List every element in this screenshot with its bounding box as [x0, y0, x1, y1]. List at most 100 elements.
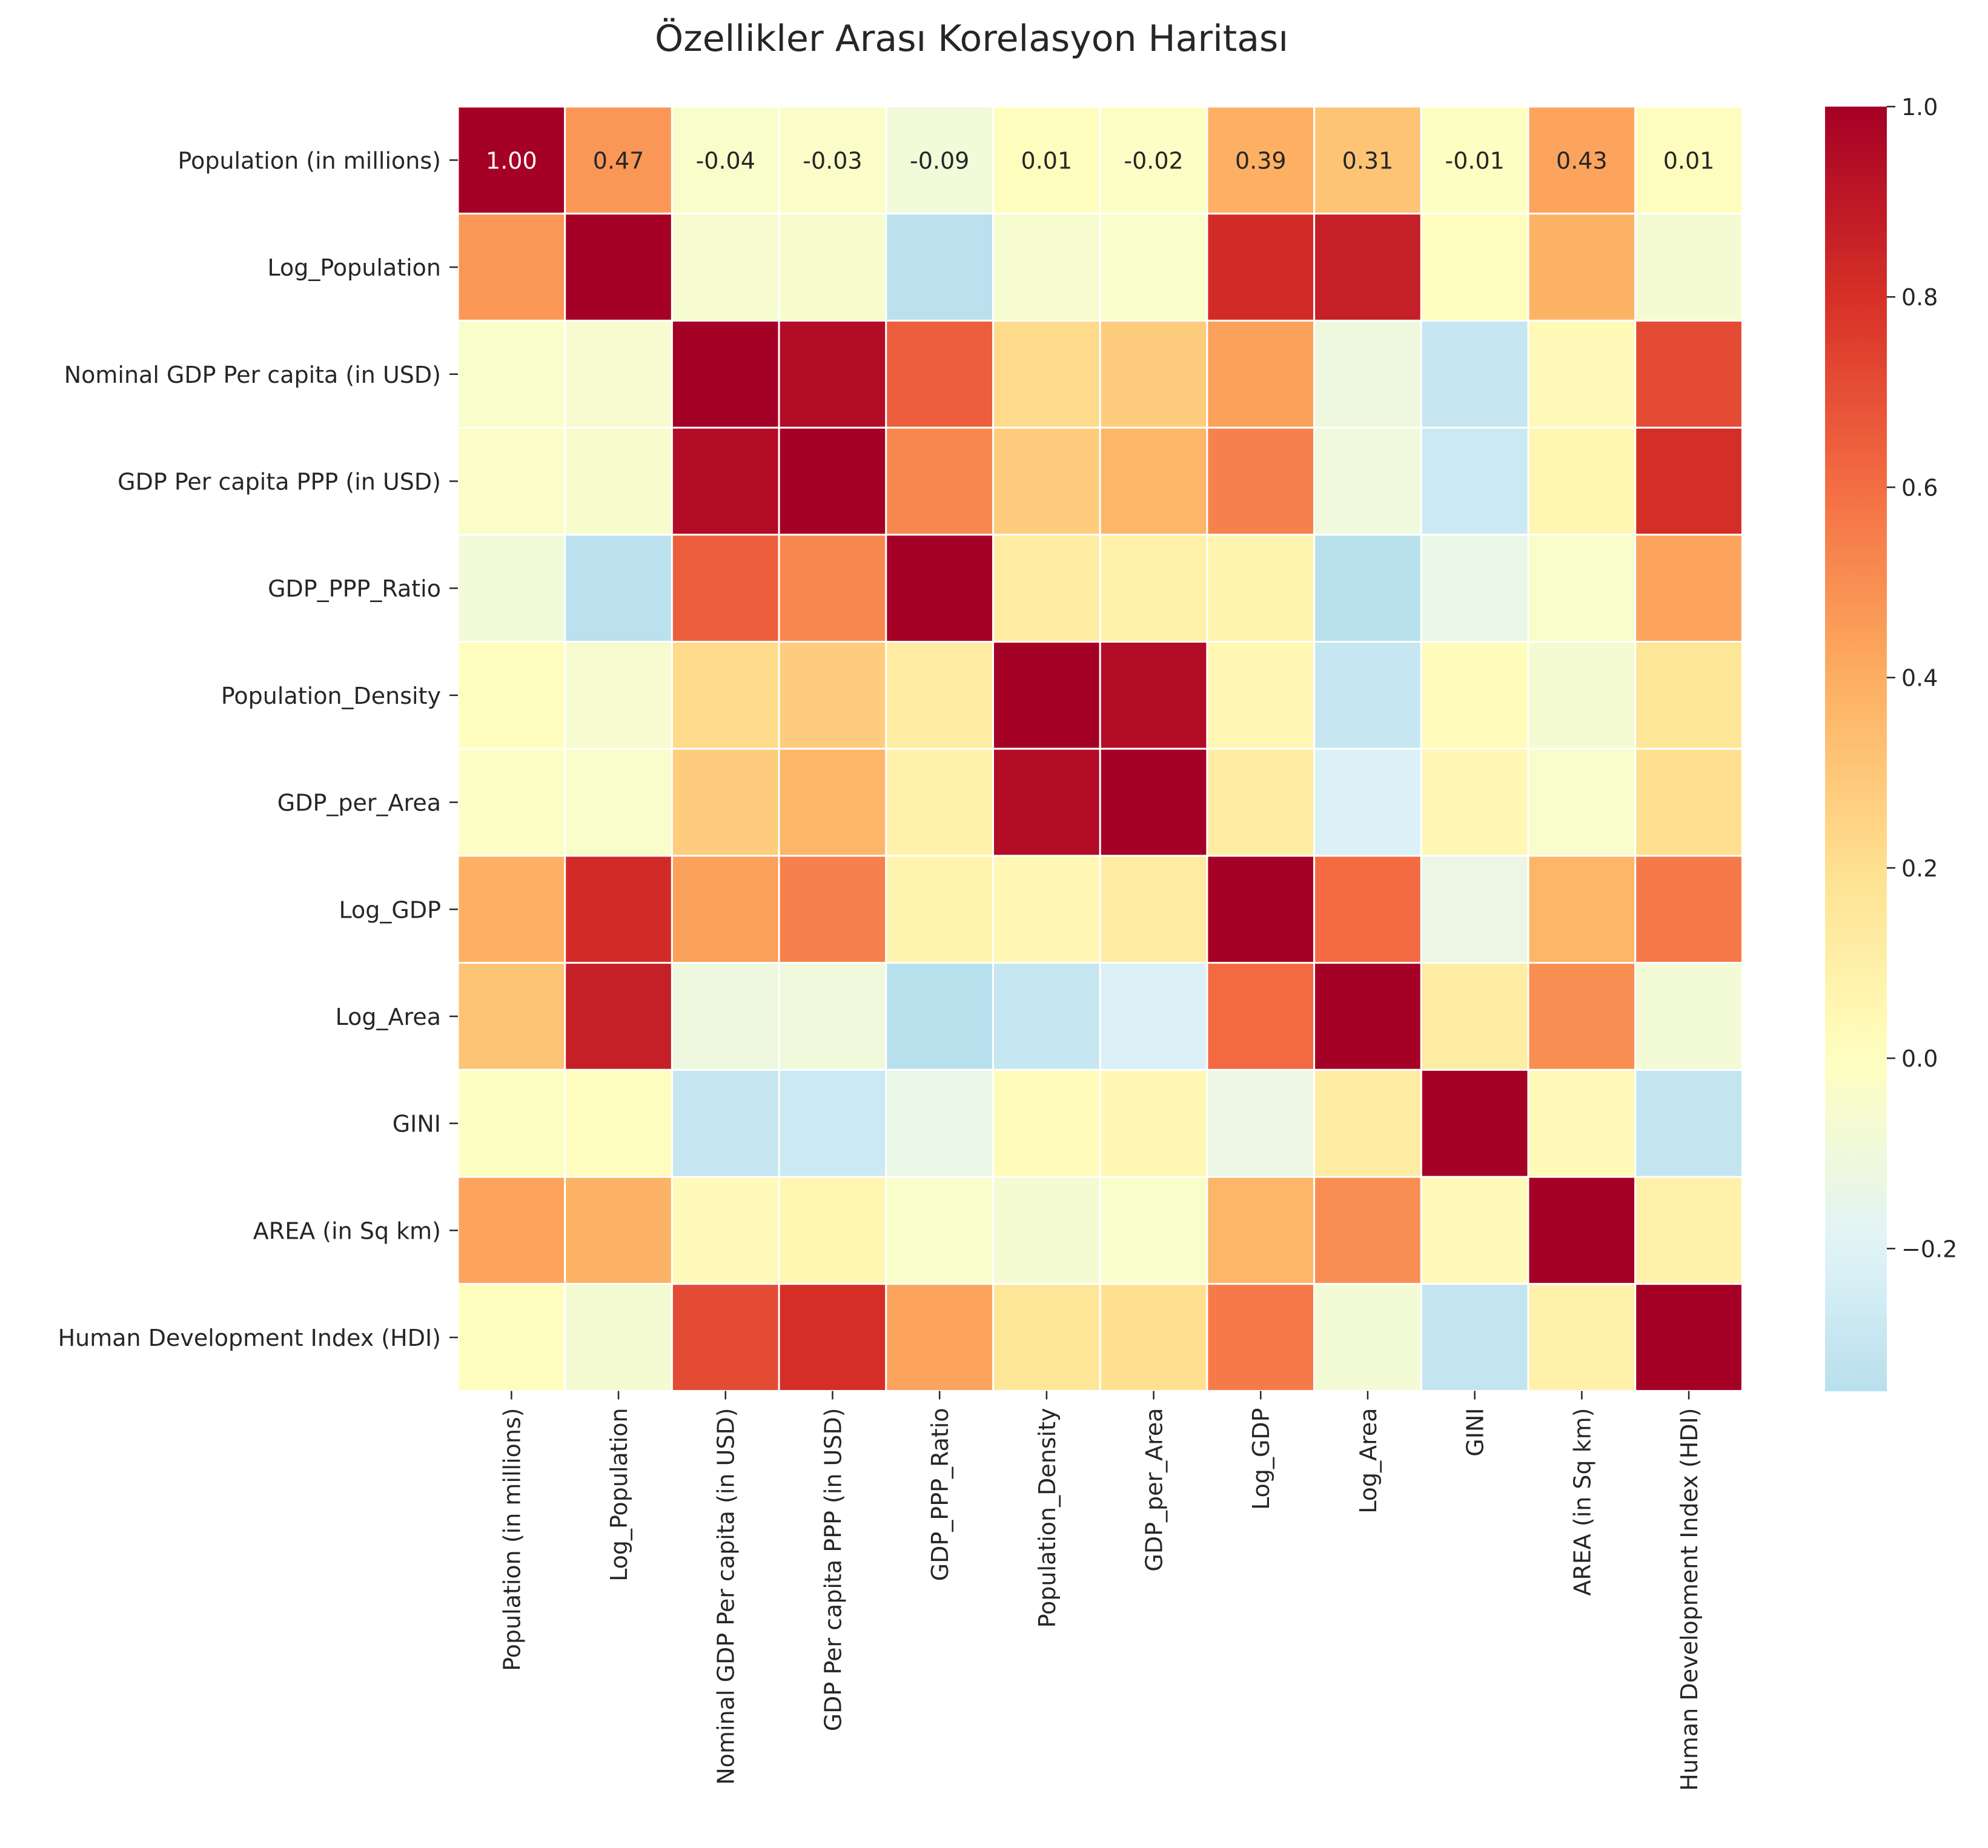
- heatmap-cell: [1634, 534, 1743, 643]
- heatmap-cell: [1527, 426, 1637, 536]
- heatmap-cells: [457, 105, 1743, 1392]
- colorbar: 1.0 0.8 0.6 0.4 0.2 0.0 −0.2: [1825, 94, 1957, 1391]
- heatmap-cell: [671, 534, 780, 643]
- heatmap-cell: [671, 213, 780, 322]
- heatmap-cell: [1099, 534, 1208, 643]
- heatmap-cell: [564, 534, 673, 643]
- cell-annotation: 0.39: [1235, 147, 1287, 174]
- heatmap-cell: [671, 1283, 780, 1392]
- heatmap-cell: [671, 962, 780, 1071]
- heatmap-cell: [778, 1068, 887, 1178]
- heatmap-cell: [1099, 426, 1208, 536]
- heatmap-cell: [992, 534, 1101, 643]
- heatmap-cell: [992, 962, 1101, 1071]
- heatmap-cell: [778, 534, 887, 643]
- heatmap-cell: [1420, 319, 1529, 429]
- chart-title: Özellikler Arası Korelasyon Haritası: [655, 17, 1288, 60]
- heatmap-cell: [885, 1283, 995, 1392]
- heatmap-cell: [457, 213, 566, 322]
- heatmap-cell: [1527, 1283, 1637, 1392]
- heatmap-cell: [1313, 213, 1422, 322]
- cell-annotation: 0.01: [1021, 147, 1073, 174]
- heatmap-cell: [885, 747, 995, 857]
- heatmap-cell: [1527, 962, 1637, 1071]
- y-tick-label: Log_GDP: [339, 896, 442, 923]
- heatmap-cell: [457, 105, 566, 215]
- heatmap-cell: [1420, 1068, 1529, 1178]
- x-tick-label: Nominal GDP Per capita (in USD): [713, 1408, 740, 1784]
- heatmap-cell: [1206, 747, 1316, 857]
- y-tick-label: Population (in millions): [178, 147, 441, 174]
- heatmap-cell: [992, 855, 1101, 964]
- heatmap-cell: [1634, 855, 1743, 964]
- heatmap-cell: [1099, 213, 1208, 322]
- heatmap-cell: [1634, 641, 1743, 750]
- heatmap-cell: [1420, 747, 1529, 857]
- heatmap-cell: [1313, 1283, 1422, 1392]
- heatmap-cell: [457, 534, 566, 643]
- heatmap-cell: [564, 641, 673, 750]
- heatmap-cell: [885, 641, 995, 750]
- heatmap-cell: [1420, 213, 1529, 322]
- colorbar-tick-label: 0.0: [1901, 1045, 1938, 1072]
- heatmap-cell: [671, 319, 780, 429]
- heatmap-cell: [1634, 1176, 1743, 1285]
- heatmap-cell: [1206, 534, 1316, 643]
- heatmap-cell: [1420, 962, 1529, 1071]
- heatmap-cell: [457, 1176, 566, 1285]
- x-tick-label: GDP Per capita PPP (in USD): [820, 1408, 846, 1731]
- heatmap-cell: [1313, 534, 1422, 643]
- heatmap-cell: [1420, 105, 1529, 215]
- x-tick-label: GDP_PPP_Ratio: [927, 1408, 953, 1581]
- heatmap-cell: [778, 641, 887, 750]
- heatmap-cell: [992, 426, 1101, 536]
- heatmap-cell: [885, 962, 995, 1071]
- x-tick-label: Log_Population: [606, 1408, 632, 1581]
- heatmap-cell: [1099, 1068, 1208, 1178]
- heatmap-cell: [1206, 105, 1316, 215]
- heatmap-cell: [1527, 534, 1637, 643]
- heatmap-cell: [671, 105, 780, 215]
- cell-annotation: 1.00: [486, 147, 537, 174]
- heatmap-cell: [1099, 962, 1208, 1071]
- heatmap-cell: [1206, 1176, 1316, 1285]
- x-tick-label: GINI: [1462, 1408, 1489, 1456]
- heatmap-cell: [457, 855, 566, 964]
- heatmap-cell: [1420, 1283, 1529, 1392]
- colorbar-tick-label: −0.2: [1901, 1236, 1957, 1262]
- heatmap-cell: [1099, 747, 1208, 857]
- heatmap-cell: [1634, 1283, 1743, 1392]
- heatmap-cell: [992, 641, 1101, 750]
- heatmap-cell: [1420, 534, 1529, 643]
- cell-annotation: -0.02: [1124, 147, 1183, 174]
- heatmap-cell: [1206, 213, 1316, 322]
- heatmap-cell: [564, 1176, 673, 1285]
- y-tick-label: GINI: [393, 1111, 441, 1138]
- y-tick-label: GDP_per_Area: [277, 790, 441, 816]
- heatmap-cell: [1313, 641, 1422, 750]
- heatmap-cell: [564, 855, 673, 964]
- x-tick-label: AREA (in Sq km): [1569, 1408, 1595, 1595]
- heatmap-cell: [671, 747, 780, 857]
- heatmap-cell: [671, 426, 780, 536]
- heatmap-cell: [671, 1068, 780, 1178]
- heatmap-cell: [885, 319, 995, 429]
- heatmap-cell: [564, 747, 673, 857]
- heatmap-cell: [671, 855, 780, 964]
- heatmap-cell-annotations: 1.00 0.47 -0.04 -0.03 -0.09 0.01 -0.02 0.39 0.31…: [486, 147, 1714, 174]
- heatmap-cell: [778, 1283, 887, 1392]
- heatmap-cell: [1420, 1176, 1529, 1285]
- y-tick-label: Log_Area: [336, 1004, 441, 1030]
- y-tick-label: Log_Population: [267, 254, 441, 281]
- x-tick-label: Population (in millions): [499, 1408, 525, 1671]
- heatmap-cell: [885, 426, 995, 536]
- y-tick-label: Human Development Index (HDI): [58, 1325, 441, 1351]
- heatmap-cell: [457, 962, 566, 1071]
- heatmap-cell: [1313, 962, 1422, 1071]
- heatmap-cell: [992, 1068, 1101, 1178]
- heatmap-cell: [1099, 1176, 1208, 1285]
- heatmap-cell: [885, 1068, 995, 1178]
- heatmap-cell: [671, 1176, 780, 1285]
- heatmap-cell: [1527, 641, 1637, 750]
